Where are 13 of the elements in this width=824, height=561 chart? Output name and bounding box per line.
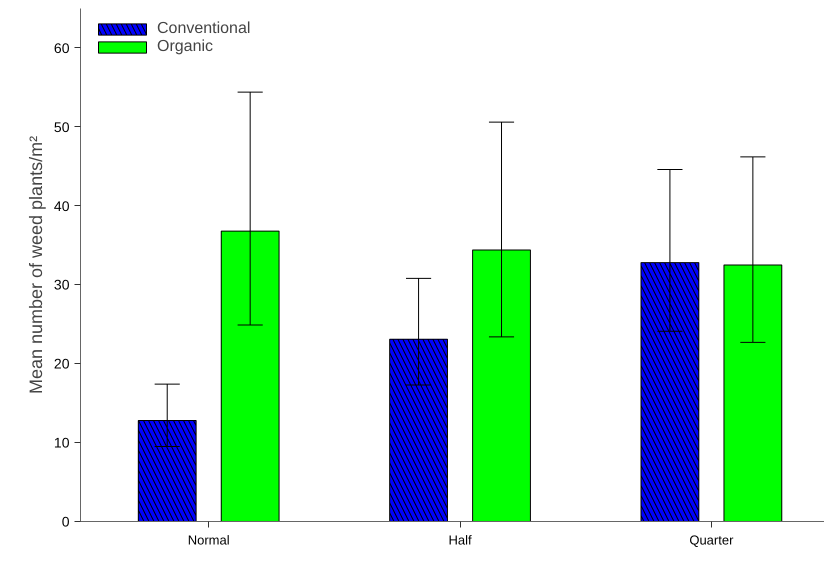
x-tick-label: Half xyxy=(448,532,472,548)
x-tick-label: Quarter xyxy=(689,532,734,548)
legend-label: Organic xyxy=(157,38,214,56)
x-tick-label: Normal xyxy=(188,532,230,548)
y-tick-label: 30 xyxy=(54,276,70,293)
y-tick-label: 60 xyxy=(54,40,70,56)
y-tick-label: 40 xyxy=(54,198,70,214)
y-tick-label: 0 xyxy=(62,514,70,530)
y-tick-label: 20 xyxy=(54,356,70,372)
y-tick-label: 50 xyxy=(54,118,70,135)
y-tick-label: 10 xyxy=(54,434,70,451)
y-axis-title: Mean number of weed plants/m² xyxy=(26,136,46,394)
legend-label: Conventional xyxy=(157,20,250,38)
